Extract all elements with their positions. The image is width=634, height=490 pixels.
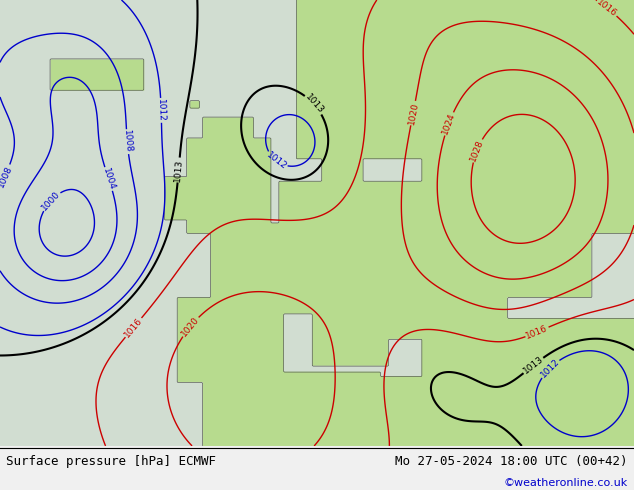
Text: 1016: 1016 bbox=[525, 323, 550, 341]
Text: 1012: 1012 bbox=[156, 99, 166, 122]
Text: 1013: 1013 bbox=[173, 158, 184, 182]
Text: 1008: 1008 bbox=[122, 130, 133, 153]
Text: 1000: 1000 bbox=[40, 189, 62, 212]
Text: 1012: 1012 bbox=[264, 150, 288, 172]
Text: 1020: 1020 bbox=[406, 101, 420, 125]
Text: 1016: 1016 bbox=[595, 0, 619, 19]
Text: 1013: 1013 bbox=[521, 355, 545, 376]
Text: 1020: 1020 bbox=[179, 315, 201, 338]
Text: 1012: 1012 bbox=[538, 357, 561, 380]
Text: 1028: 1028 bbox=[469, 138, 485, 163]
Text: 1013: 1013 bbox=[303, 93, 325, 116]
Text: Mo 27-05-2024 18:00 UTC (00+42): Mo 27-05-2024 18:00 UTC (00+42) bbox=[395, 455, 628, 468]
Text: ©weatheronline.co.uk: ©weatheronline.co.uk bbox=[503, 478, 628, 489]
Text: 1024: 1024 bbox=[441, 112, 457, 136]
Text: 1004: 1004 bbox=[101, 167, 117, 191]
Text: 1008: 1008 bbox=[0, 164, 13, 188]
Text: 1016: 1016 bbox=[122, 316, 145, 339]
Text: Surface pressure [hPa] ECMWF: Surface pressure [hPa] ECMWF bbox=[6, 455, 216, 468]
